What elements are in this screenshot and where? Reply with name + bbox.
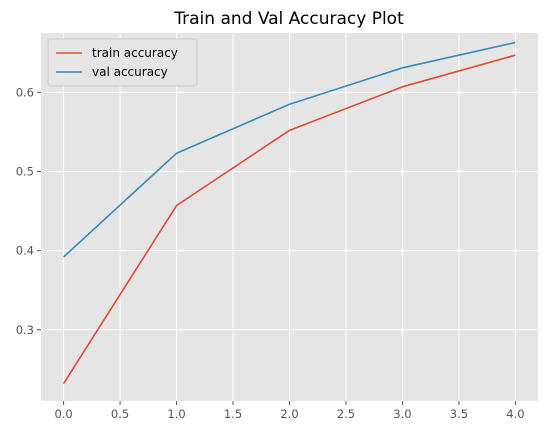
y-tick-label: 0.6 (16, 85, 34, 99)
x-tick-label: 3.0 (393, 407, 411, 421)
legend: train accuracy val accuracy (47, 38, 198, 87)
x-axis: 0.0 0.5 1.0 1.5 2.0 2.5 3.0 3.5 4.0 (54, 401, 525, 421)
legend-label-val-accuracy: val accuracy (92, 65, 168, 79)
x-tick-label: 1.5 (224, 407, 242, 421)
y-axis: 0.3 0.4 0.5 0.6 (16, 85, 41, 337)
x-tick-label: 3.5 (450, 407, 468, 421)
x-tick-label: 0.0 (54, 407, 72, 421)
train-accuracy-line (62, 54, 516, 385)
legend-box (47, 38, 198, 87)
x-tick-label: 4.0 (506, 407, 524, 421)
legend-label-train-accuracy: train accuracy (92, 46, 178, 60)
x-tick-label: 1.0 (167, 407, 185, 421)
x-tick-label: 2.5 (337, 407, 355, 421)
val-accuracy-line (63, 41, 516, 258)
x-tick-label: 2.0 (280, 407, 298, 421)
x-tick-label: 0.5 (111, 407, 129, 421)
y-tick-label: 0.4 (16, 244, 34, 258)
y-tick-label: 0.3 (16, 323, 34, 337)
series-lines (62, 41, 516, 385)
y-tick-label: 0.5 (16, 164, 34, 178)
grid (41, 33, 538, 401)
chart-title: Train and Val Accuracy Plot (173, 9, 404, 29)
